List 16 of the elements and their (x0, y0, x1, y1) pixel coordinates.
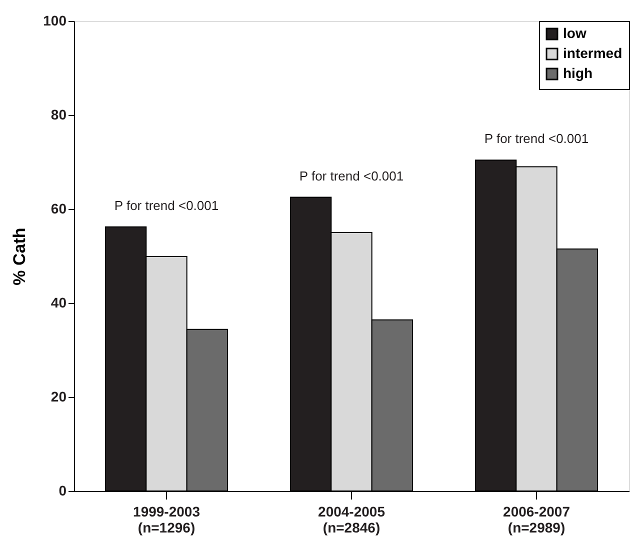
y-tick-label: 60 (50, 200, 67, 216)
annotation: P for trend <0.001 (114, 198, 219, 213)
legend-label: high (563, 65, 593, 81)
legend-label: intermed (563, 45, 622, 61)
y-tick-label: 20 (50, 388, 67, 404)
x-tick-label: 2004-2005 (n=2846) (318, 504, 386, 536)
annotation: P for trend <0.001 (299, 168, 404, 184)
y-tick-label: 0 (58, 482, 67, 498)
y-tick-label: 100 (43, 12, 67, 28)
annotation: P for trend <0.001 (484, 131, 589, 146)
x-tick-label: 2006-2007 (n=2989) (503, 504, 570, 536)
y-axis-title: % Cath (10, 228, 30, 286)
y-tick-label: 40 (50, 294, 67, 310)
legend-label: low (563, 25, 586, 41)
y-tick-label: 80 (50, 106, 67, 122)
x-tick-label: 1999-2003 (n=1296) (133, 504, 200, 536)
